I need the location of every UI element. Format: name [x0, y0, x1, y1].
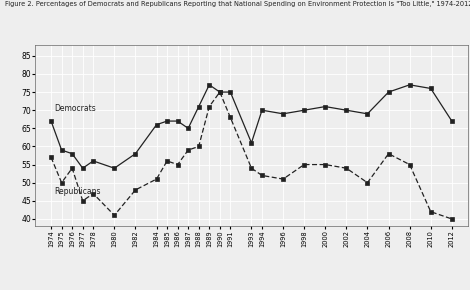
Text: Democrats: Democrats — [54, 104, 96, 113]
Text: Figure 2. Percentages of Democrats and Republicans Reporting that National Spend: Figure 2. Percentages of Democrats and R… — [5, 1, 470, 8]
Text: Republicans: Republicans — [54, 187, 101, 196]
